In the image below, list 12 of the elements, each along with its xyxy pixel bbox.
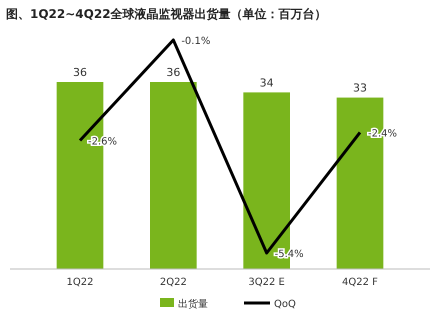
x-tick-label: 1Q22 [66,277,94,288]
chart-title: 图、1Q22~4Q22全球液晶监视器出货量（单位：百万台） [6,7,327,21]
legend-label: QoQ [274,299,296,310]
x-tick-label: 4Q22 F [342,277,378,288]
data-label: 33 [353,82,367,95]
data-label: 36 [166,66,180,79]
x-tick-label: 3Q22 E [248,277,285,288]
legend-label: 出货量 [178,298,208,310]
data-label: 36 [73,66,87,79]
data-label: 34 [260,76,274,90]
data-label: -0.1% [181,36,210,47]
x-tick-label: 2Q22 [160,277,187,288]
